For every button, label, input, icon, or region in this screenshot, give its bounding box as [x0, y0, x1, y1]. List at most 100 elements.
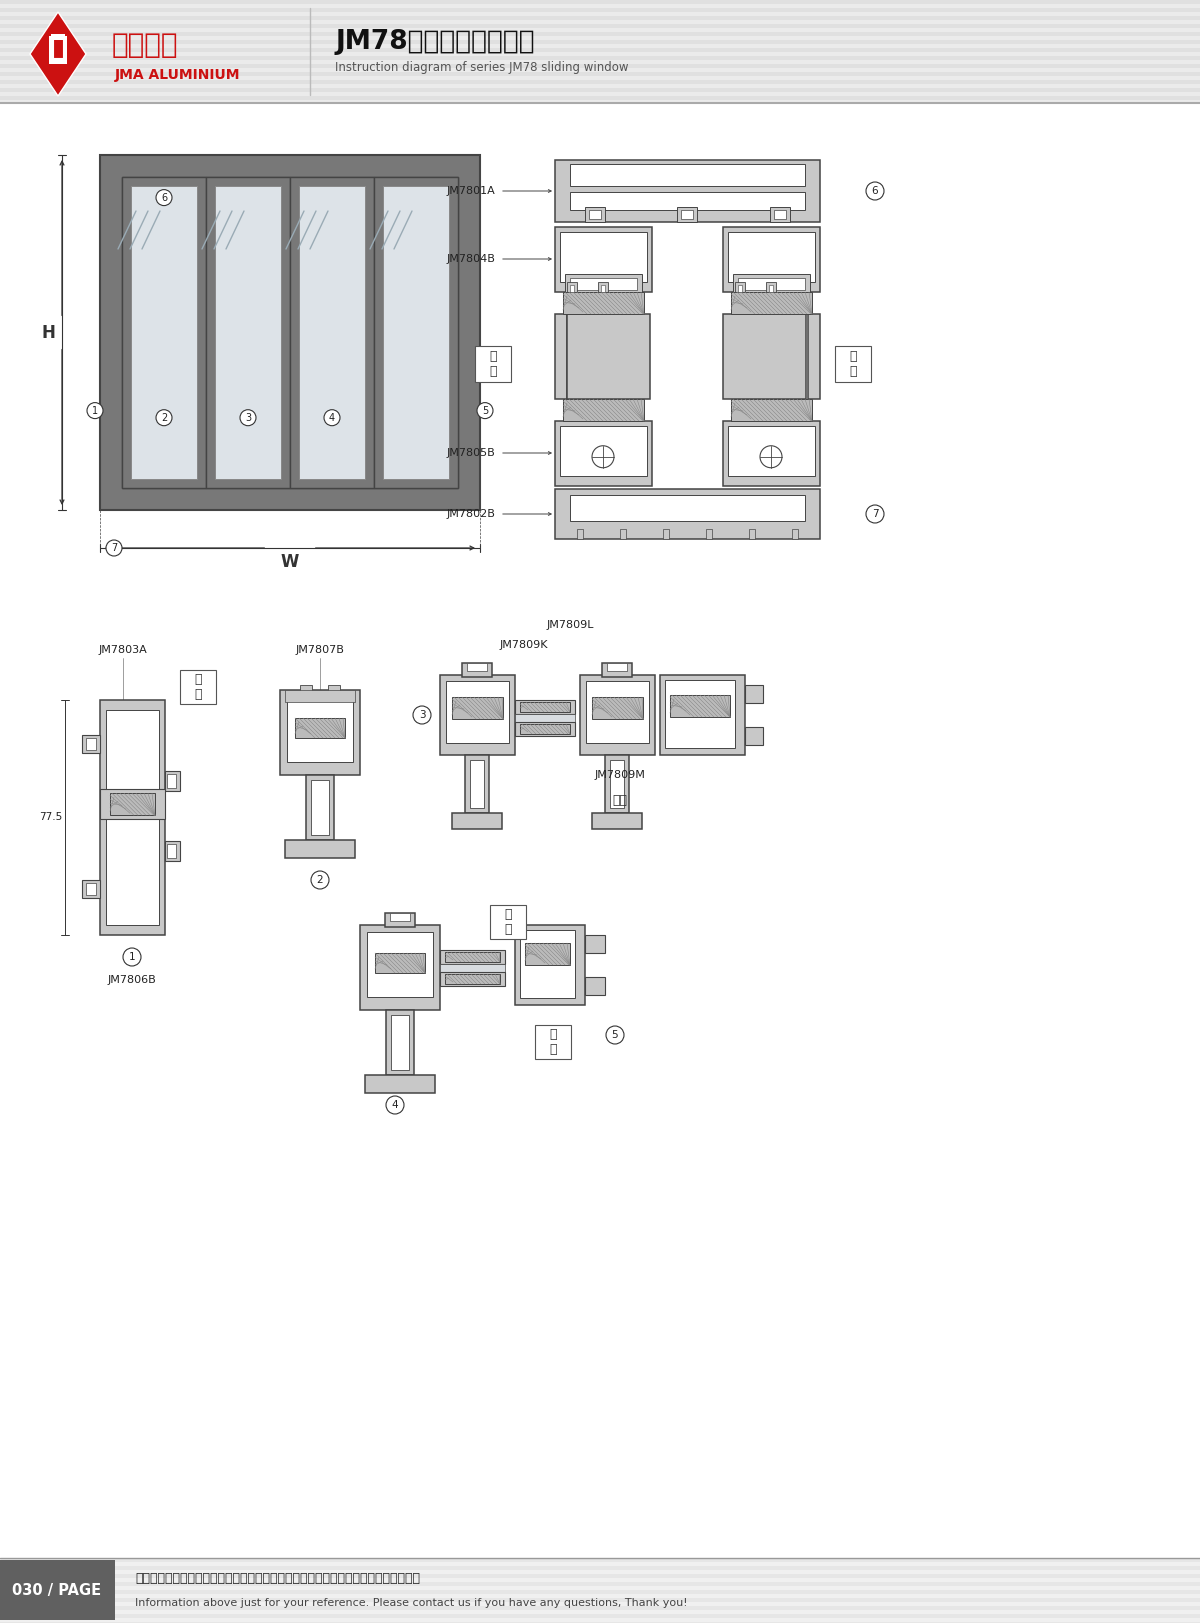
Bar — [50, 34, 65, 41]
Bar — [365, 1074, 436, 1092]
Bar — [665, 680, 734, 748]
Bar — [0, 11, 1200, 16]
Bar — [0, 96, 1200, 101]
Text: W: W — [281, 553, 299, 571]
Bar — [290, 177, 374, 489]
Text: 室
内: 室 内 — [504, 907, 511, 936]
Bar — [515, 925, 586, 1005]
Bar — [490, 906, 526, 940]
Bar — [50, 58, 65, 63]
Bar — [360, 925, 440, 1010]
Bar — [766, 282, 776, 292]
Circle shape — [386, 1096, 404, 1113]
Bar — [286, 841, 355, 859]
Bar — [808, 313, 820, 399]
Circle shape — [866, 182, 884, 200]
Bar — [769, 286, 773, 292]
Circle shape — [240, 409, 256, 425]
Bar — [452, 813, 502, 829]
Polygon shape — [30, 11, 86, 96]
Bar — [0, 76, 1200, 80]
Bar — [440, 964, 505, 972]
Bar — [0, 1586, 1200, 1591]
Text: JMA ALUMINIUM: JMA ALUMINIUM — [115, 68, 240, 83]
Bar — [722, 227, 820, 292]
Bar — [440, 949, 505, 964]
Bar — [386, 1010, 414, 1074]
Bar — [570, 192, 805, 209]
Bar — [0, 41, 1200, 44]
Text: 坚美铝业: 坚美铝业 — [112, 31, 179, 58]
Text: 7: 7 — [110, 544, 118, 553]
Bar — [677, 208, 697, 222]
Bar — [598, 282, 608, 292]
Bar — [560, 232, 647, 282]
Bar — [0, 88, 1200, 93]
Bar — [731, 292, 812, 313]
Bar — [467, 664, 487, 670]
Circle shape — [866, 505, 884, 523]
Circle shape — [413, 706, 431, 724]
Bar — [0, 84, 1200, 88]
Text: 室
外: 室 外 — [550, 1027, 557, 1057]
Bar — [49, 36, 67, 63]
Text: JM7807B: JM7807B — [295, 644, 344, 656]
Text: 2: 2 — [161, 412, 167, 422]
Bar — [568, 313, 650, 399]
Bar — [0, 36, 1200, 41]
Text: JM7801A: JM7801A — [446, 187, 496, 196]
Circle shape — [156, 190, 172, 206]
Bar — [391, 1014, 409, 1070]
Bar — [100, 700, 166, 935]
Text: H: H — [41, 323, 55, 341]
Bar — [0, 1582, 1200, 1586]
Bar — [607, 664, 628, 670]
Bar — [610, 760, 624, 808]
Bar — [0, 1578, 1200, 1582]
Bar — [601, 286, 605, 292]
Bar — [520, 724, 570, 734]
Bar — [738, 286, 742, 292]
Bar — [300, 685, 312, 695]
Bar — [306, 776, 334, 841]
Bar — [662, 529, 670, 539]
Bar — [328, 685, 340, 695]
Text: JM7809K: JM7809K — [500, 639, 548, 649]
Bar — [835, 346, 871, 381]
Bar — [86, 738, 96, 750]
Bar — [440, 675, 515, 755]
Bar — [462, 664, 492, 677]
Bar — [520, 930, 575, 998]
Bar — [586, 935, 605, 953]
Bar — [554, 489, 820, 539]
Bar — [733, 274, 810, 292]
Bar — [660, 675, 745, 755]
Circle shape — [124, 948, 142, 966]
Text: 5: 5 — [612, 1031, 618, 1040]
Bar — [122, 177, 206, 489]
Bar — [445, 974, 500, 984]
Text: 3: 3 — [419, 709, 425, 721]
Bar — [749, 529, 755, 539]
Bar — [554, 420, 652, 485]
Bar — [0, 1561, 1200, 1566]
Bar — [390, 914, 410, 920]
Text: JM7802B: JM7802B — [446, 510, 496, 519]
Bar — [682, 209, 694, 219]
Bar — [0, 68, 1200, 71]
Bar — [440, 972, 505, 987]
Bar — [602, 664, 632, 677]
Bar — [670, 695, 730, 717]
Text: 2: 2 — [317, 875, 323, 885]
Bar — [0, 1558, 1200, 1561]
Bar — [563, 399, 644, 420]
Circle shape — [478, 403, 493, 419]
Bar — [728, 425, 815, 476]
Bar — [0, 1607, 1200, 1610]
Bar — [0, 57, 1200, 60]
Bar — [589, 209, 601, 219]
Text: 6: 6 — [871, 187, 878, 196]
Bar — [445, 953, 500, 962]
Bar — [0, 101, 1200, 104]
Bar — [167, 844, 176, 859]
